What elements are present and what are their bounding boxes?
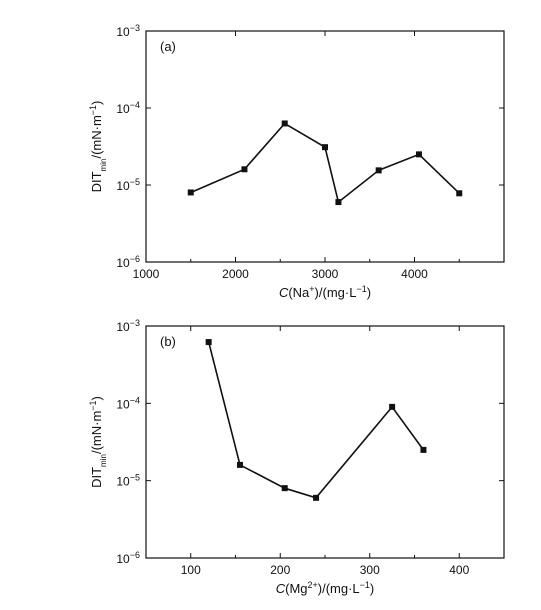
data-point <box>389 403 396 410</box>
y-tick-base: 10 <box>116 179 130 193</box>
y-label-a-post: ) <box>89 101 104 105</box>
y-tick-exp: −3 <box>130 23 140 33</box>
data-point <box>322 144 328 151</box>
x-axis-b: 100 200 300 400 <box>181 326 470 577</box>
x-axis-label-b: C(Mg2+)/(mg·L−1) <box>276 580 375 596</box>
x-tick-label: 1000 <box>133 267 160 281</box>
y-tick-exp: −6 <box>130 550 140 560</box>
y-label-b-sup: −1 <box>88 400 98 410</box>
data-point <box>415 151 422 158</box>
y-tick-exp: −4 <box>130 100 140 110</box>
y-label-b-sub: min <box>99 454 108 467</box>
x-tick-label: 300 <box>360 563 380 577</box>
x-axis-label-a: C(Na+)/(mg·L−1) <box>279 284 371 300</box>
panel-a: 1000 2000 3000 4000 10−610−510−410−3 (a) C(… <box>88 23 505 300</box>
x-tick-label: 4000 <box>401 267 428 281</box>
data-point <box>313 494 320 501</box>
y-label-a-mid: /(mN·m <box>89 115 104 158</box>
x-tick-label: 2000 <box>222 267 249 281</box>
x-label-b-post: ) <box>370 581 374 596</box>
y-tick-label: 10−4 <box>116 395 140 411</box>
y-tick-exp: −4 <box>130 395 140 405</box>
data-point <box>375 167 382 174</box>
data-point <box>420 446 427 453</box>
y-label-b-main: DIT <box>89 467 104 488</box>
panel-label-a: (a) <box>160 39 176 54</box>
y-tick-base: 10 <box>116 25 130 39</box>
data-point <box>335 199 342 206</box>
series-line <box>190 122 460 204</box>
y-tick-base: 10 <box>116 320 130 334</box>
x-label-b-mid: )/(mg·L <box>318 581 360 596</box>
x-label-a-sup: + <box>309 284 314 294</box>
x-label-a-mid: )/(mg·L <box>315 285 357 300</box>
data-point <box>187 189 194 196</box>
y-tick-label: 10−4 <box>116 100 140 116</box>
y-axis-a: 10−610−510−410−3 <box>116 23 504 270</box>
y-tick-label: 10−5 <box>116 473 140 489</box>
y-tick-exp: −5 <box>130 177 140 187</box>
y-axis-label-b: DITmin/(mN·m−1) <box>88 396 108 488</box>
x-axis-a: 1000 2000 3000 4000 <box>133 31 460 281</box>
y-tick-label: 10−5 <box>116 177 140 193</box>
y-axis-b: 10−610−510−410−3 <box>116 318 504 566</box>
y-tick-base: 10 <box>116 475 130 489</box>
data-point <box>456 190 463 197</box>
y-tick-label: 10−6 <box>116 550 140 566</box>
x-label-a-post: ) <box>367 285 371 300</box>
x-tick-label: 3000 <box>312 267 339 281</box>
y-tick-exp: −6 <box>130 254 140 264</box>
panel-label-b: (b) <box>160 334 176 349</box>
y-tick-base: 10 <box>116 397 130 411</box>
y-tick-exp: −5 <box>130 473 140 483</box>
y-label-a-main: DIT <box>89 171 104 192</box>
panel-b: 100 200 300 400 10−610−510−410−3 (b) C(Mg2+… <box>88 318 505 596</box>
x-label-a-sup2: −1 <box>356 284 366 294</box>
y-tick-exp: −3 <box>130 318 140 328</box>
data-point <box>236 461 243 468</box>
series-b <box>205 339 427 501</box>
plot-frame-b <box>145 325 505 559</box>
data-point <box>281 485 288 492</box>
x-label-b-pre: (Mg <box>285 581 307 596</box>
y-tick-base: 10 <box>116 552 130 566</box>
y-axis-label-a: DITmin/(mN·m−1) <box>88 101 108 193</box>
x-label-b-italic: C <box>276 581 286 596</box>
y-tick-base: 10 <box>116 102 130 116</box>
x-label-a-italic: C <box>279 285 289 300</box>
y-label-a-sup: −1 <box>88 105 98 115</box>
data-point <box>241 166 248 173</box>
y-tick-label: 10−6 <box>116 254 140 270</box>
data-point <box>281 120 288 127</box>
x-label-a-pre: (Na <box>288 285 310 300</box>
data-point <box>205 339 212 346</box>
x-tick-label: 100 <box>181 563 201 577</box>
series-a <box>187 120 463 206</box>
x-tick-label: 200 <box>270 563 290 577</box>
series-line <box>207 341 425 499</box>
y-label-b-mid: /(mN·m <box>89 411 104 454</box>
y-tick-base: 10 <box>116 256 130 270</box>
y-tick-label: 10−3 <box>116 318 140 334</box>
x-tick-label: 400 <box>449 563 469 577</box>
x-label-b-sup2: −1 <box>360 580 370 590</box>
y-label-a-sub: min <box>99 159 108 172</box>
y-label-b-post: ) <box>89 396 104 400</box>
y-tick-label: 10−3 <box>116 23 140 39</box>
x-label-b-sup: 2+ <box>308 580 318 590</box>
